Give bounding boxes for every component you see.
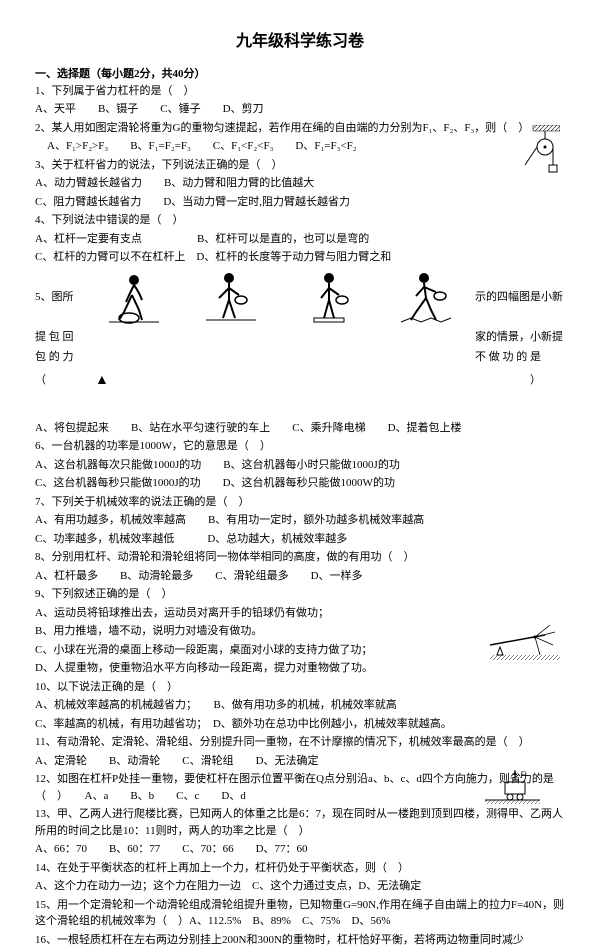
question-13-options: A、66：70 B、60：77 C、70：66 D、77：60: [35, 841, 565, 858]
question-3: 3、关于杠杆省力的说法，下列说法正确的是（ ）: [35, 157, 565, 174]
q5-left2: 提 包 回: [35, 329, 85, 346]
pulley-diagram: [505, 125, 560, 175]
figure-a-icon: [104, 270, 164, 325]
question-5-row3: 包 的 力 不 做 功 的 是: [35, 349, 565, 366]
question-6-cd: C、这台机器每秒只能做1000J的功 D、这台机器每秒只能做1000W的功: [35, 475, 565, 492]
question-8: 8、分别用杠杆、动滑轮和滑轮组将同一物体举相同的高度，做的有用功（ ）: [35, 549, 565, 566]
q5-right4: ）: [475, 372, 565, 389]
question-11: 11、有动滑轮、定滑轮、滑轮组、分别提升同一重物，在不计摩擦的情况下，机械效率最…: [35, 734, 565, 751]
question-4: 4、下列说法中错误的是（ ）: [35, 212, 565, 229]
question-10-ab: A、机械效率越高的机械越省力； B、做有用功多的机械，机械效率就高: [35, 697, 565, 714]
weight-diagram: F: [485, 770, 540, 805]
question-4-cd: C、杠杆的力臂可以不在杠杆上 D、杠杆的长度等于动力臂与阻力臂之和: [35, 249, 565, 266]
question-1: 1、下列属于省力杠杆的是（ ）: [35, 83, 565, 100]
question-9-a: A、运动员将铅球推出去，运动员对离开手的铅球仍有做功；: [35, 605, 565, 622]
figure-d-icon: [396, 270, 456, 325]
question-13: 13、甲、乙两人进行爬楼比赛，已知两人的体重之比是6：7，现在同时从一楼跑到顶到…: [35, 806, 565, 839]
q5-left1: 5、图所: [35, 289, 85, 306]
question-8-options: A、杠杆最多 B、动滑轮最多 C、滑轮组最多 D、一样多: [35, 568, 565, 585]
page-title: 九年级科学练习卷: [35, 30, 565, 54]
question-14: 14、在处于平衡状态的杠杆上再加上一个力，杠杆仍处于平衡状态，则（ ）: [35, 860, 565, 877]
question-11-options: A、定滑轮 B、动滑轮 C、滑轮组 D、无法确定: [35, 753, 565, 770]
question-6-ab: A、这台机器每次只能做1000J的功 B、这台机器每小时只能做1000J的功: [35, 457, 565, 474]
figure-c-icon: [299, 270, 359, 325]
figure-b-icon: [201, 270, 261, 325]
question-3-cd: C、阻力臂越长越省力 D、当动力臂一定时,阻力臂越长越省力: [35, 194, 565, 211]
q5-right2: 家的情景，小新提: [475, 329, 565, 346]
q5-right3: 不 做 功 的 是: [475, 349, 565, 366]
question-5-row1: 5、图所 示的四幅图是小新: [35, 270, 565, 325]
q5-right1: 示的四幅图是小新: [475, 289, 565, 306]
section-header: 一、选择题（每小题2分，共40分）: [35, 66, 565, 83]
question-6: 6、一台机器的功率是1000W，它的意思是（ ）: [35, 438, 565, 455]
question-15: 15、用一个定滑轮和一个动滑轮组成滑轮组提升重物，已知物重G=90N,作用在绳子…: [35, 897, 565, 930]
lever-diagram: [485, 620, 560, 665]
question-7-cd: C、功率越多，机械效率越低 D、总功越大，机械效率越多: [35, 531, 565, 548]
question-2: 2、某人用如图定滑轮将重为G的重物匀速提起，若作用在绳的自由端的力分别为F₁、F…: [35, 120, 565, 137]
question-16: 16、一根轻质杠杆在左右两边分别挂上200N和300N的重物时，杠杆恰好平衡，若…: [35, 932, 565, 948]
question-5-row4: （ ▲ ）: [35, 370, 565, 391]
question-14-options: A、这个力在动力一边；这个力在阻力一边 C、这个力通过支点，D、无法确定: [35, 878, 565, 895]
question-1-options: A、天平 B、镊子 C、锤子 D、剪刀: [35, 101, 565, 118]
question-9: 9、下列叙述正确的是（ ）: [35, 586, 565, 603]
question-10: 10、以下说法正确的是（ ）: [35, 679, 565, 696]
question-7: 7、下列关于机械效率的说法正确的是（ ）: [35, 494, 565, 511]
svg-text:F: F: [519, 770, 526, 780]
triangle-icon: ▲: [85, 370, 475, 391]
question-10-cd: C、率越高的机械，有用功越省功； D、额外功在总功中比例越小，机械效率就越高。: [35, 716, 565, 733]
question-4-ab: A、杠杆一定要有支点 B、杠杆可以是直的，也可以是弯的: [35, 231, 565, 248]
question-5-row2: 提 包 回 家的情景，小新提: [35, 329, 565, 346]
q5-left4: （: [35, 372, 85, 389]
question-3-ab: A、动力臂越长越省力 B、动力臂和阻力臂的比值越大: [35, 175, 565, 192]
question-5-options: A、将包提起来 B、站在水平匀速行驶的车上 C、乘升降电梯 D、提着包上楼: [35, 420, 565, 437]
question-2-options: A、F₁>F₂>F₃ B、F₁=F₂=F₃ C、F₁<F₂<F₃ D、F₁=F₃…: [47, 138, 565, 155]
q5-left3: 包 的 力: [35, 349, 85, 366]
question-7-ab: A、有用功越多，机械效率越高 B、有用功一定时，额外功越多机械效率越高: [35, 512, 565, 529]
